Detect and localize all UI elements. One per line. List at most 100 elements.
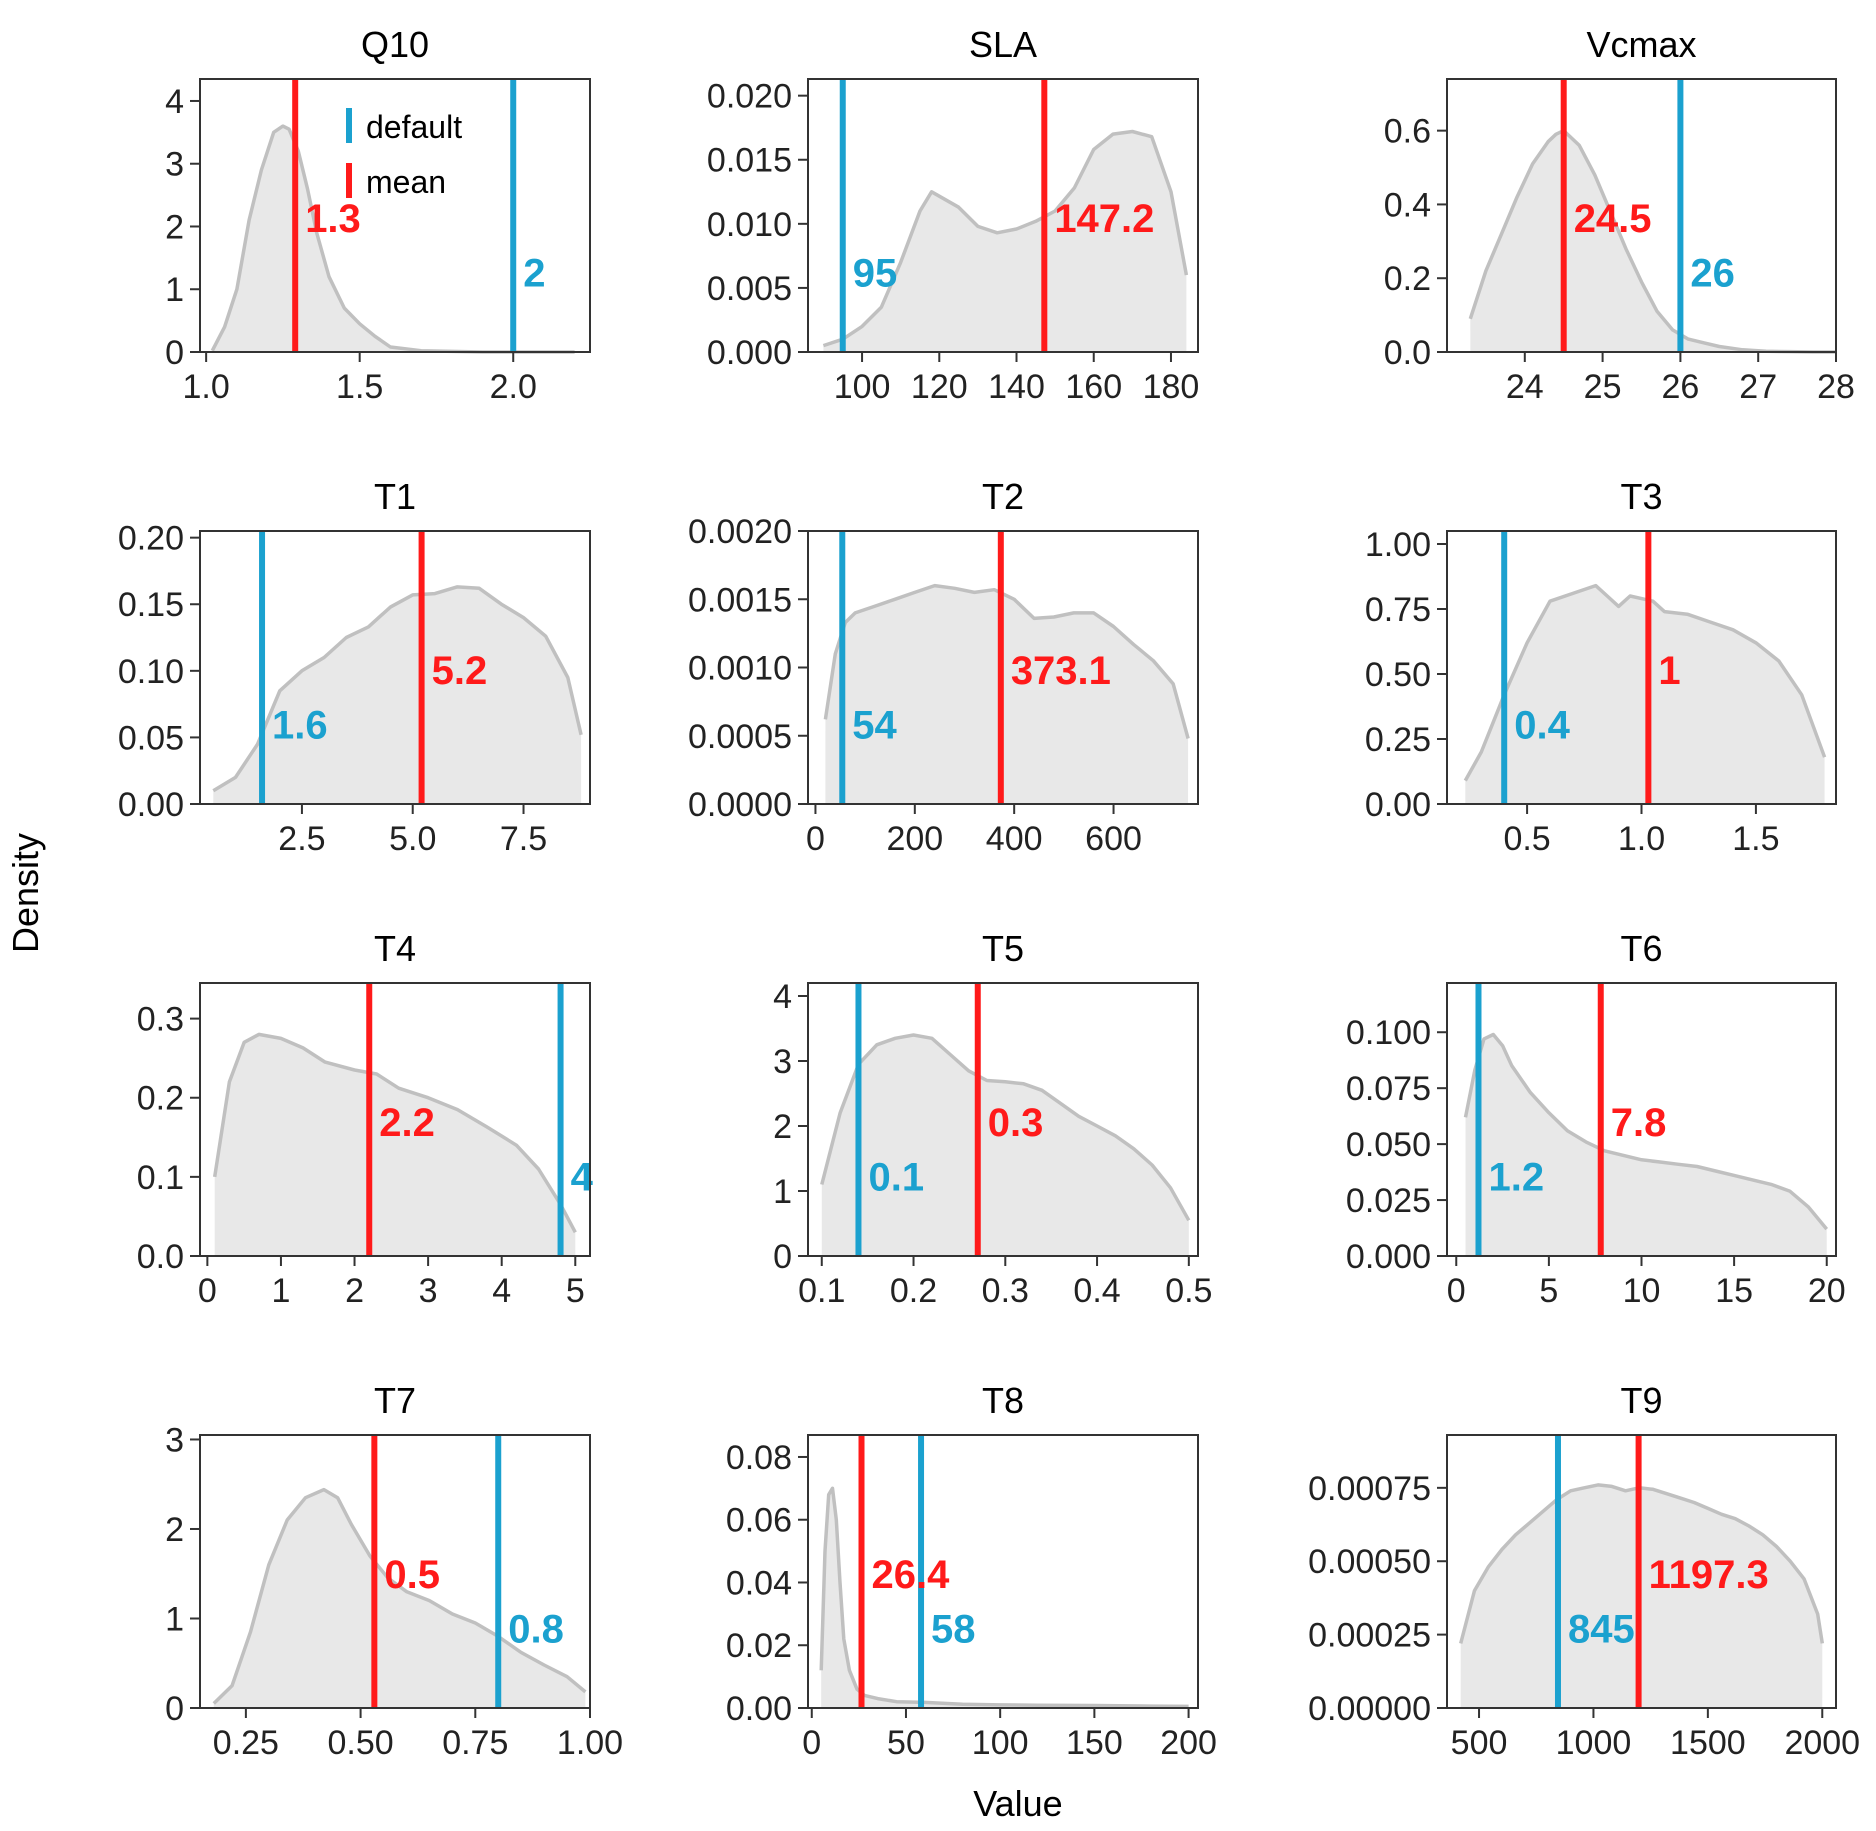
- panel-title: T4: [374, 928, 416, 969]
- panel-border: [1446, 1434, 1837, 1709]
- y-tick-label: 0.05: [118, 719, 184, 757]
- default-value-label: 58: [931, 1607, 976, 1651]
- y-tick-label: 0.08: [726, 1439, 792, 1477]
- x-tick-label: 5: [566, 1272, 585, 1310]
- default-value-label: 0.8: [508, 1607, 564, 1651]
- y-tick-label: 3: [773, 1043, 792, 1081]
- panel-border: [199, 1434, 591, 1709]
- y-tick-label: 4: [773, 978, 792, 1016]
- y-tick-label: 0.20: [118, 520, 184, 558]
- y-tick-label: 0.0: [1384, 334, 1431, 372]
- y-tick-label: 0: [165, 1690, 184, 1728]
- default-value-label: 0.4: [1514, 703, 1570, 747]
- x-tick-label: 400: [986, 820, 1043, 858]
- y-tick-label: 0.075: [1346, 1070, 1431, 1108]
- x-tick-label: 28: [1817, 368, 1855, 406]
- mean-value-label: 147.2: [1054, 197, 1154, 241]
- x-tick-label: 0.4: [1073, 1272, 1120, 1310]
- y-tick-label: 0.100: [1346, 1014, 1431, 1052]
- x-tick-label: 1000: [1556, 1724, 1632, 1762]
- mean-value-label: 1.3: [305, 197, 361, 241]
- y-tick-label: 1: [773, 1173, 792, 1211]
- x-tick-label: 1.5: [336, 368, 383, 406]
- default-value-label: 1.6: [272, 703, 328, 747]
- density-area: [821, 1488, 1189, 1708]
- x-tick-label: 20: [1808, 1272, 1846, 1310]
- mean-value-label: 5.2: [432, 649, 488, 693]
- panel-title: Vcmax: [1586, 24, 1696, 65]
- panel-border: [807, 1434, 1199, 1709]
- default-value-label: 1.2: [1488, 1155, 1544, 1199]
- mean-value-label: 0.3: [988, 1101, 1044, 1145]
- x-tick-label: 1.0: [1618, 820, 1665, 858]
- panel-border: [1446, 78, 1837, 353]
- x-tick-label: 5.0: [389, 820, 436, 858]
- density-area: [214, 1034, 576, 1256]
- panel-title: T8: [982, 1380, 1024, 1421]
- y-tick-label: 0.25: [1365, 721, 1431, 759]
- y-tick-label: 0.00000: [1308, 1690, 1431, 1728]
- panel-border: [807, 982, 1199, 1257]
- density-area: [1465, 585, 1825, 804]
- x-tick-label: 0.25: [213, 1724, 279, 1762]
- y-tick-label: 0.3: [137, 1001, 184, 1039]
- density-line: [212, 1487, 587, 1705]
- default-value-label: 95: [853, 251, 898, 295]
- x-tick-label: 1: [271, 1272, 290, 1310]
- y-tick-label: 0.015: [707, 142, 792, 180]
- panel-t4: T4 2.2 4 0.0 0.1 0.2 0.3 0 1 2 3 4 5: [137, 928, 594, 1310]
- y-tick-label: 0.75: [1365, 591, 1431, 629]
- density-line: [1463, 583, 1827, 782]
- x-tick-label: 0: [198, 1272, 217, 1310]
- y-tick-label: 0.00025: [1308, 1617, 1431, 1655]
- x-tick-label: 0: [806, 820, 825, 858]
- y-tick-label: 0.050: [1346, 1126, 1431, 1164]
- x-tick-label: 0: [1447, 1272, 1466, 1310]
- y-tick-label: 0.0015: [688, 581, 792, 619]
- y-tick-label: 0.00: [726, 1690, 792, 1728]
- panel-title: T7: [374, 1380, 416, 1421]
- y-tick-label: 3: [165, 1421, 184, 1459]
- density-area: [213, 586, 582, 804]
- density-line: [823, 583, 1190, 739]
- x-tick-label: 2000: [1784, 1724, 1860, 1762]
- y-tick-label: 0.02: [726, 1627, 792, 1665]
- y-tick-label: 0.50: [1365, 656, 1431, 694]
- density-area: [1465, 1034, 1827, 1256]
- x-tick-label: 200: [1160, 1724, 1217, 1762]
- y-tick-label: 4: [165, 83, 184, 121]
- x-tick-label: 0.5: [1503, 820, 1550, 858]
- mean-value-label: 0.5: [384, 1553, 440, 1597]
- panel-t1: T1 5.2 1.6 0.00 0.05 0.10 0.15 0.20 2.5 5.0 7.5: [118, 476, 591, 858]
- mean-value-label: 7.8: [1611, 1101, 1667, 1145]
- y-tick-label: 1.00: [1365, 526, 1431, 564]
- y-tick-label: 0.4: [1384, 186, 1431, 224]
- density-line: [212, 585, 583, 793]
- x-tick-label: 15: [1715, 1272, 1753, 1310]
- y-tick-label: 0.000: [707, 334, 792, 372]
- x-tick-label: 7.5: [500, 820, 547, 858]
- y-tick-label: 0.06: [726, 1502, 792, 1540]
- y-tick-label: 0.000: [1346, 1238, 1431, 1276]
- x-tick-label: 0.2: [890, 1272, 937, 1310]
- default-value-label: 26: [1690, 251, 1735, 295]
- panel-t8: T8 26.4 58 0.00 0.02 0.04 0.06 0.08 0 50 100 150 200: [726, 1380, 1217, 1762]
- x-tick-label: 50: [887, 1724, 925, 1762]
- y-tick-label: 0.00050: [1308, 1543, 1431, 1581]
- y-tick-label: 0: [165, 334, 184, 372]
- x-tick-label: 0: [802, 1724, 821, 1762]
- x-tick-label: 26: [1661, 368, 1699, 406]
- mean-value-label: 1: [1658, 649, 1680, 693]
- y-tick-label: 1: [165, 1600, 184, 1638]
- x-tick-label: 4: [492, 1272, 511, 1310]
- density-line: [822, 129, 1189, 348]
- y-tick-label: 0.0000: [688, 786, 792, 824]
- y-tick-label: 0.6: [1384, 113, 1431, 151]
- y-tick-label: 0.025: [1346, 1182, 1431, 1220]
- x-tick-label: 5: [1539, 1272, 1558, 1310]
- density-line: [1459, 1483, 1825, 1644]
- y-axis-title: Density: [5, 833, 46, 953]
